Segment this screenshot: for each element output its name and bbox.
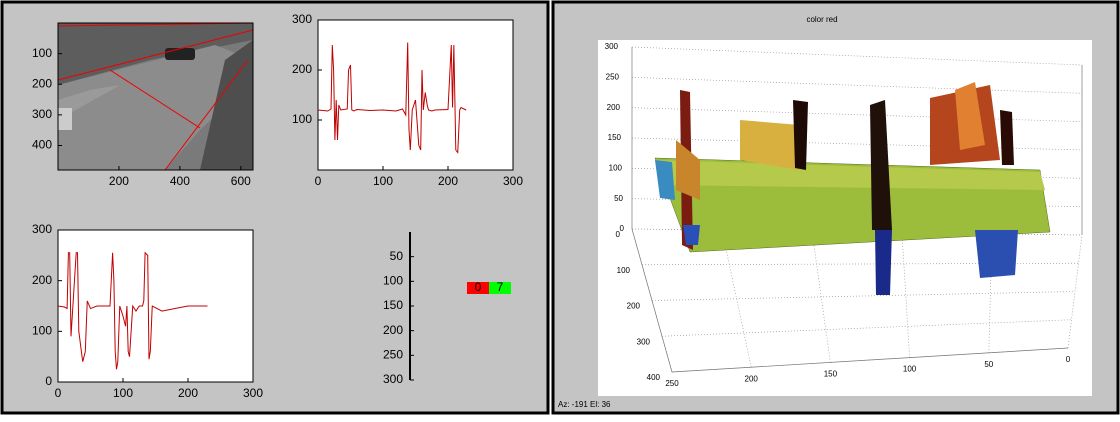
indicator-label: 0 — [475, 280, 482, 294]
x-tick-label: 300 — [243, 386, 263, 400]
z-tick-label: 300 — [605, 42, 619, 51]
x-tick-label: 0 — [315, 174, 322, 188]
y-tick-label: 150 — [383, 298, 403, 312]
z-tick-label: 250 — [606, 72, 620, 81]
y-tick-label: 400 — [32, 138, 52, 152]
axes-frame — [57, 22, 254, 171]
y-tick-label: 200 — [32, 273, 52, 287]
indicator-label: 7 — [497, 280, 504, 294]
x-tick-label: 200 — [109, 174, 129, 188]
y-tick-label: 300 — [383, 372, 403, 386]
x-tick-label: 400 — [170, 174, 190, 188]
grid-line — [811, 231, 831, 363]
x-tick-label: 100 — [373, 174, 393, 188]
grid-line — [631, 76, 1083, 94]
z-tick-label: 100 — [609, 163, 623, 172]
y-tick-label: 200 — [292, 62, 312, 76]
x-tick-label: 150 — [824, 370, 838, 379]
y-tick-label: 0 — [45, 374, 52, 388]
y-tick-label: 0 — [616, 230, 621, 239]
x-tick-label: 200 — [438, 174, 458, 188]
z-tick-label: 50 — [614, 194, 623, 203]
camera-image — [57, 22, 254, 171]
y-tick-label: 100 — [383, 274, 403, 288]
y-tick-label: 200 — [32, 76, 52, 90]
y-tick-label: 300 — [32, 107, 52, 121]
x-tick-label: 200 — [745, 374, 759, 383]
data-line — [57, 251, 208, 370]
z-tick-label: 150 — [608, 133, 622, 142]
y-tick-label: 300 — [637, 337, 651, 346]
grid-line — [631, 46, 1083, 66]
y-tick-label: 200 — [383, 323, 403, 337]
y-tick-label: 100 — [292, 112, 312, 126]
axis-line — [631, 228, 673, 373]
z-tick-label: 200 — [607, 103, 621, 112]
y-tick-label: 100 — [617, 266, 631, 275]
axes-frame — [57, 229, 254, 383]
x-tick-label: 100 — [903, 365, 917, 374]
y-tick-label: 100 — [32, 46, 52, 60]
y-tick-label: 250 — [383, 348, 403, 362]
z-tick-label: 0 — [620, 224, 625, 233]
x-tick-label: 300 — [503, 174, 523, 188]
x-tick-label: 100 — [113, 386, 133, 400]
indicator-box — [467, 282, 489, 294]
view-angle: Az: -191 El: 36 — [558, 400, 611, 409]
axes-frame — [317, 19, 514, 171]
y-tick-label: 300 — [292, 12, 312, 26]
chart-title: color red — [806, 15, 837, 24]
x-tick-label: 0 — [1066, 355, 1071, 364]
x-tick-label: 50 — [984, 360, 993, 369]
x-tick-label: 0 — [55, 386, 62, 400]
data-line — [317, 42, 467, 154]
y-tick-label: 200 — [627, 302, 641, 311]
surface-plot — [654, 82, 1051, 295]
x-tick-label: 250 — [665, 379, 679, 388]
y-tick-label: 50 — [390, 249, 404, 263]
x-tick-label: 600 — [231, 174, 251, 188]
indicator-box — [489, 282, 511, 294]
x-tick-label: 200 — [178, 386, 198, 400]
y-tick-label: 300 — [32, 222, 52, 236]
grid-line — [1067, 234, 1083, 349]
grid-line — [661, 319, 1072, 337]
y-tick-label: 400 — [647, 373, 661, 382]
y-tick-label: 100 — [32, 324, 52, 338]
axis-line — [671, 347, 1069, 373]
